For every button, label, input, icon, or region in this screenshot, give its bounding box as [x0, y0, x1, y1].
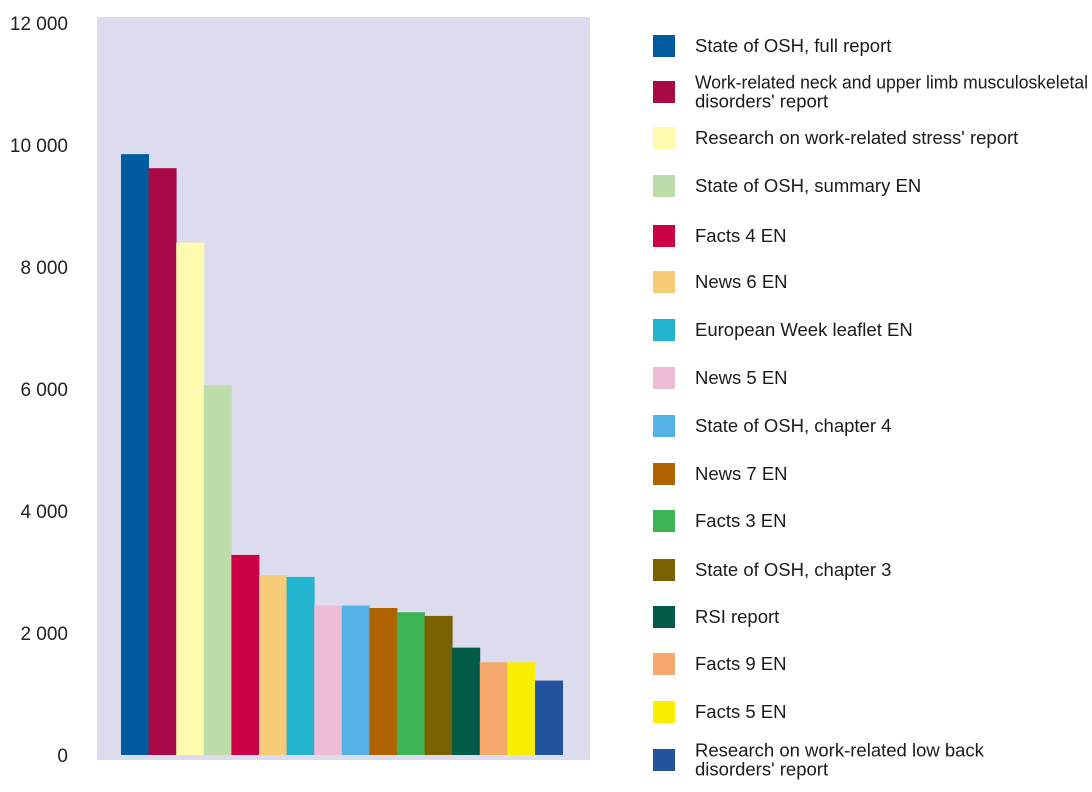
legend-swatch — [653, 559, 675, 581]
bar — [121, 154, 149, 755]
legend-swatch — [653, 319, 675, 341]
legend-item: European Week leaflet EN — [653, 319, 913, 341]
bar — [176, 242, 205, 756]
legend-swatch — [653, 653, 675, 675]
legend-label: State of OSH, chapter 4 — [695, 415, 891, 436]
legend-item: State of OSH, full report — [653, 35, 891, 57]
legend-swatch — [653, 463, 675, 485]
legend-item: Research on work-related low backdisorde… — [653, 740, 985, 780]
legend-item: News 6 EN — [653, 271, 788, 293]
legend-swatch — [653, 367, 675, 389]
legend-swatch — [653, 175, 675, 197]
y-tick-label: 4 000 — [20, 502, 68, 523]
bar — [397, 612, 425, 755]
legend-label: News 6 EN — [695, 271, 788, 292]
legend-label: State of OSH, summary EN — [695, 175, 921, 196]
y-tick-label: 8 000 — [20, 258, 68, 279]
bar — [535, 680, 563, 755]
bar — [259, 575, 287, 755]
legend-label: State of OSH, chapter 3 — [695, 559, 891, 580]
legend-label: News 7 EN — [695, 463, 788, 484]
legend-label: News 5 EN — [695, 367, 788, 388]
legend-swatch — [653, 81, 675, 103]
legend-label: Research on work-related stress' report — [695, 127, 1018, 148]
bar — [286, 576, 315, 755]
y-axis-ticks: 0 2 000 4 000 6 000 8 000 10 000 12 000 — [10, 14, 68, 767]
bar — [452, 647, 481, 755]
legend-item: Research on work-related stress' report — [653, 127, 1018, 149]
legend-label: Facts 5 EN — [695, 701, 787, 722]
legend-item: Facts 5 EN — [653, 701, 787, 723]
legend-label: Work-related neck and upper limb musculo… — [695, 72, 1088, 93]
legend-swatch — [653, 35, 675, 57]
bar — [203, 385, 232, 755]
bar — [148, 168, 177, 755]
legend-label: RSI report — [695, 606, 779, 627]
bar — [424, 615, 453, 755]
bar — [507, 662, 536, 755]
legend-item: RSI report — [653, 606, 779, 628]
bar — [314, 605, 343, 755]
legend-swatch — [653, 606, 675, 628]
legend: State of OSH, full report Work-related ne… — [653, 35, 1088, 780]
bar — [231, 554, 260, 755]
legend-label: Research on work-related low back — [695, 740, 985, 761]
legend-item: Facts 3 EN — [653, 510, 787, 532]
legend-item: Facts 4 EN — [653, 225, 787, 247]
legend-swatch — [653, 127, 675, 149]
bar — [479, 662, 508, 755]
y-tick-label: 10 000 — [10, 136, 68, 157]
y-tick-label: 6 000 — [20, 380, 68, 401]
bar — [341, 605, 370, 755]
legend-label: disorders' report — [695, 759, 828, 780]
legend-item: State of OSH, chapter 3 — [653, 559, 891, 581]
legend-item: Work-related neck and upper limb musculo… — [653, 72, 1088, 112]
legend-label: State of OSH, full report — [695, 35, 891, 56]
legend-item: News 7 EN — [653, 463, 788, 485]
legend-item: News 5 EN — [653, 367, 788, 389]
legend-item: State of OSH, summary EN — [653, 175, 921, 197]
legend-swatch — [653, 749, 675, 771]
legend-label: disorders' report — [695, 91, 828, 112]
legend-swatch — [653, 701, 675, 723]
y-tick-label: 12 000 — [10, 14, 68, 35]
legend-label: Facts 3 EN — [695, 510, 787, 531]
bar — [369, 607, 398, 755]
legend-item: State of OSH, chapter 4 — [653, 415, 891, 437]
bars-group — [121, 154, 563, 756]
legend-label: European Week leaflet EN — [695, 319, 913, 340]
legend-swatch — [653, 225, 675, 247]
legend-swatch — [653, 510, 675, 532]
legend-swatch — [653, 415, 675, 437]
legend-label: Facts 9 EN — [695, 653, 787, 674]
legend-swatch — [653, 271, 675, 293]
y-tick-label: 0 — [57, 746, 68, 767]
y-tick-label: 2 000 — [20, 624, 68, 645]
legend-item: Facts 9 EN — [653, 653, 787, 675]
legend-label: Facts 4 EN — [695, 225, 787, 246]
